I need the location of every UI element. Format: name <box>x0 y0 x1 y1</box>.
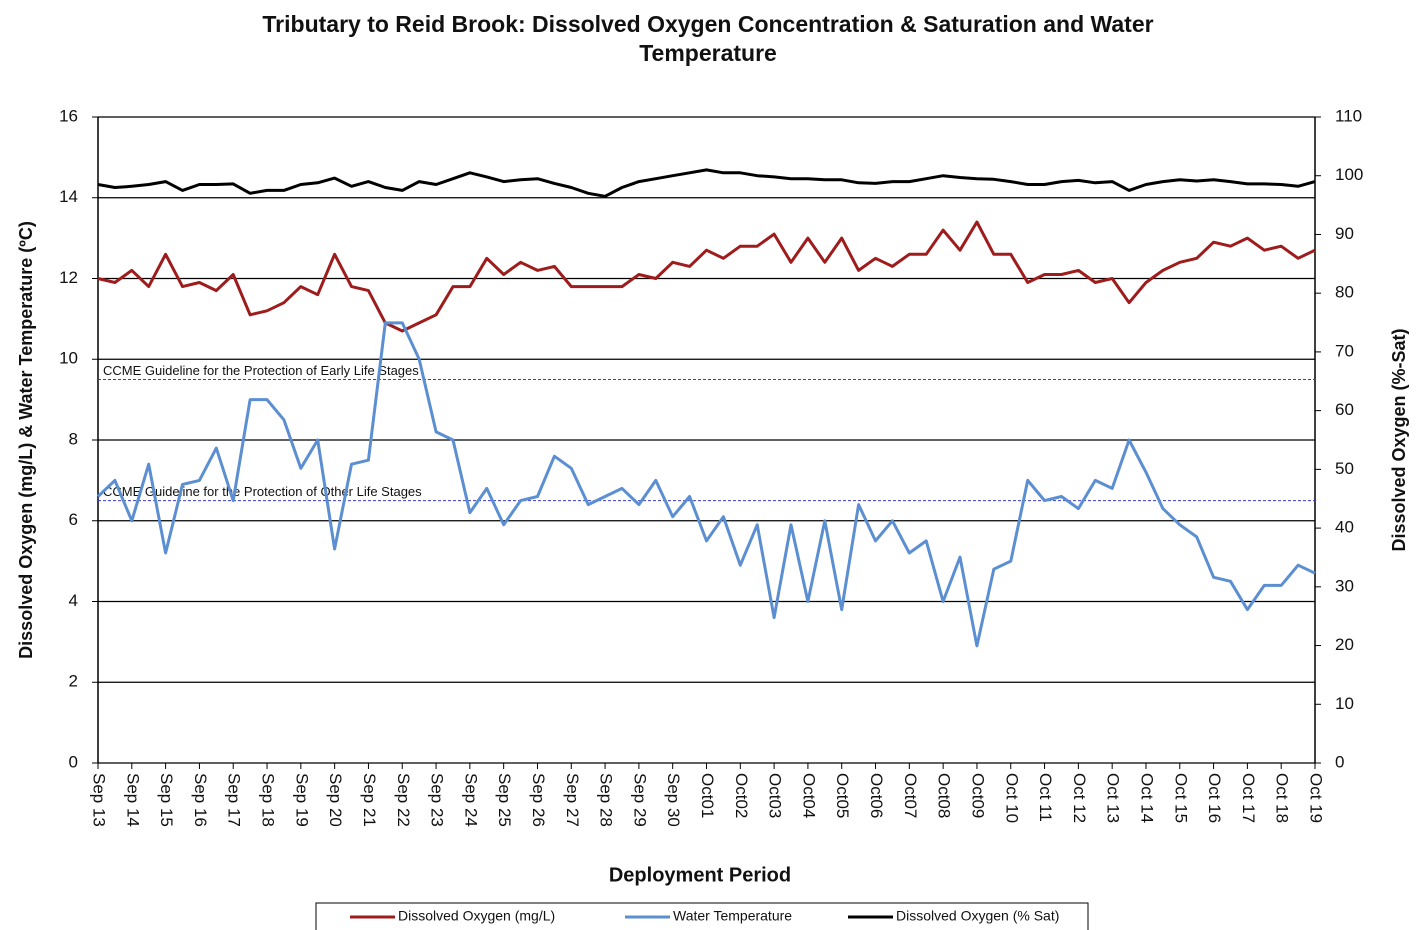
x-axis-title: Deployment Period <box>609 864 791 886</box>
y-tick-label: 0 <box>69 752 78 771</box>
x-tick-label: Sep 24 <box>461 773 480 827</box>
x-tick-label: Sep 16 <box>191 773 210 827</box>
series-line <box>96 321 1316 648</box>
guideline-label: CCME Guideline for the Protection of Oth… <box>103 484 422 499</box>
y2-tick-label: 100 <box>1335 165 1363 184</box>
x-tick-label: Sep 25 <box>495 773 514 827</box>
x-tick-label: Oct 19 <box>1307 773 1326 823</box>
x-tick-label: Oct05 <box>833 773 852 818</box>
y-axis-title: Dissolved Oxygen (mg/L) & Water Temperat… <box>16 221 36 659</box>
legend-label: Dissolved Oxygen (mg/L) <box>398 908 555 924</box>
y-tick-label: 8 <box>69 429 78 448</box>
x-tick-label: Oct02 <box>732 773 751 818</box>
x-tick-label: Sep 30 <box>664 773 683 827</box>
x-tick-label: Sep 14 <box>123 773 142 827</box>
y2-tick-label: 110 <box>1335 106 1362 125</box>
y2-tick-label: 10 <box>1335 694 1354 713</box>
x-tick-label: Oct 16 <box>1205 773 1224 823</box>
x-tick-label: Sep 23 <box>428 773 447 827</box>
y-tick-label: 14 <box>59 187 78 206</box>
x-tick-label: Oct 17 <box>1239 773 1258 823</box>
x-tick-label: Sep 17 <box>225 773 244 827</box>
x-tick-label: Sep 26 <box>529 773 548 827</box>
x-tick-label: Oct 13 <box>1104 773 1123 823</box>
y-tick-label: 10 <box>59 349 78 368</box>
x-tick-label: Sep 18 <box>259 773 278 827</box>
y-tick-label: 4 <box>69 591 78 610</box>
x-tick-label: Sep 19 <box>292 773 311 827</box>
legend-label: Water Temperature <box>673 908 792 924</box>
x-tick-label: Oct 12 <box>1070 773 1089 823</box>
y-tick-label: 16 <box>59 106 78 125</box>
x-tick-label: Oct07 <box>901 773 920 818</box>
y2-tick-label: 90 <box>1335 224 1354 243</box>
y2-tick-label: 20 <box>1335 635 1354 654</box>
y2-tick-label: 0 <box>1335 752 1344 771</box>
x-tick-label: Sep 20 <box>326 773 345 827</box>
series-line <box>97 168 1316 198</box>
x-tick-label: Oct06 <box>867 773 886 818</box>
y-tick-label: 6 <box>69 510 78 529</box>
x-tick-label: Oct09 <box>968 773 987 818</box>
x-tick-label: Sep 13 <box>90 773 109 827</box>
x-tick-label: Oct 10 <box>1002 773 1021 823</box>
x-tick-label: Sep 29 <box>630 773 649 827</box>
x-tick-label: Oct 11 <box>1036 773 1055 822</box>
x-tick-label: Oct01 <box>698 773 717 818</box>
x-tick-label: Sep 28 <box>597 773 616 827</box>
x-tick-label: Sep 27 <box>563 773 582 827</box>
x-tick-label: Oct03 <box>766 773 785 818</box>
x-tick-label: Oct04 <box>799 773 818 818</box>
y2-tick-label: 50 <box>1335 459 1354 478</box>
x-tick-label: Oct08 <box>935 773 954 818</box>
y2-tick-label: 40 <box>1335 518 1354 537</box>
x-tick-label: Sep 22 <box>394 773 413 827</box>
legend-label: Dissolved Oxygen (% Sat) <box>896 908 1059 924</box>
x-tick-label: Sep 21 <box>360 773 379 827</box>
y2-tick-label: 30 <box>1335 576 1354 595</box>
x-tick-label: Oct 15 <box>1171 773 1190 823</box>
x-tick-label: Sep 15 <box>157 773 176 827</box>
y2-axis-title: Dissolved Oxygen (%-Sat) <box>1389 328 1409 551</box>
x-tick-label: Oct 14 <box>1137 773 1156 823</box>
chart-title: Tributary to Reid Brook: Dissolved Oxyge… <box>262 11 1154 66</box>
y-tick-label: 12 <box>59 268 78 287</box>
guideline-label: CCME Guideline for the Protection of Ear… <box>103 363 419 378</box>
y2-tick-label: 70 <box>1335 341 1354 360</box>
series-line <box>97 220 1316 333</box>
legend <box>315 902 1089 930</box>
y-tick-label: 2 <box>69 672 78 691</box>
y2-tick-label: 60 <box>1335 400 1354 419</box>
y2-tick-label: 80 <box>1335 283 1354 302</box>
x-tick-label: Oct 18 <box>1273 773 1292 823</box>
